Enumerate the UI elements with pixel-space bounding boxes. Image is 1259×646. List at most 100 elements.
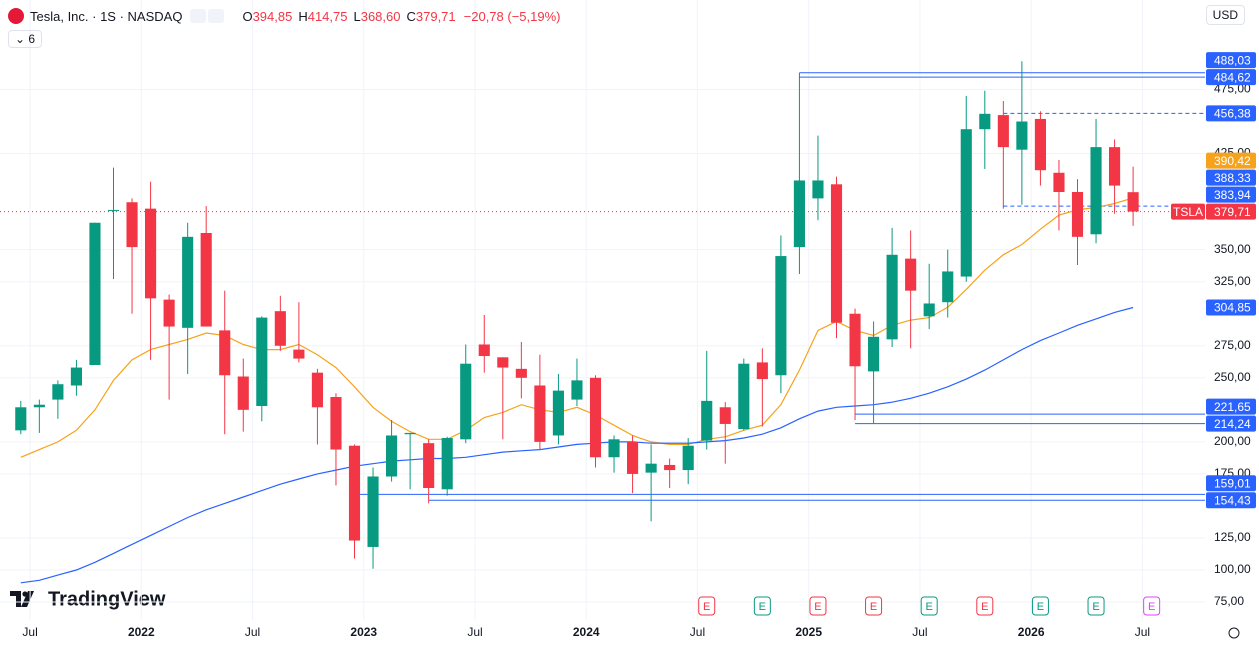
candle-body xyxy=(627,441,639,474)
button[interactable] xyxy=(190,9,207,23)
event-marker[interactable] xyxy=(1143,596,1161,616)
x-tick-label: 2022 xyxy=(128,625,155,639)
count: 6 xyxy=(28,32,36,46)
event-marker[interactable] xyxy=(920,596,938,616)
price-label-box xyxy=(1206,186,1256,203)
candle-body xyxy=(311,372,323,408)
candle-body xyxy=(608,439,620,458)
indicators-toggle: ⌄ 6 xyxy=(8,30,43,48)
candle-body xyxy=(923,303,935,317)
candle-body xyxy=(645,463,657,473)
x-tick-label: Jul xyxy=(22,625,37,639)
indicator-count[interactable]: ⌄ 6 xyxy=(8,30,43,48)
price-label: 390,42 xyxy=(1214,154,1251,168)
x-tick-label: 2026 xyxy=(1018,625,1045,639)
y-tick-label: 350,00 xyxy=(1214,242,1251,256)
event-marker[interactable] xyxy=(753,596,771,616)
candle-body xyxy=(274,311,286,346)
price-label-box xyxy=(1206,415,1256,432)
event-marker[interactable] xyxy=(976,596,994,616)
event-marker[interactable] xyxy=(1031,596,1049,616)
button[interactable] xyxy=(208,9,225,23)
candle-body xyxy=(942,271,954,303)
candle-body xyxy=(293,349,305,359)
candle-body xyxy=(589,377,602,458)
logo-text: TradingView xyxy=(48,588,166,610)
levels xyxy=(0,72,1205,501)
price-label-box xyxy=(1206,69,1256,86)
candle-body xyxy=(1090,147,1102,235)
y-tick-label: 100,00 xyxy=(1214,562,1251,576)
candle-body xyxy=(237,376,249,410)
candle-body xyxy=(960,129,972,277)
candle-body xyxy=(200,232,212,327)
candle-body xyxy=(738,363,750,430)
candle-body xyxy=(1034,118,1046,171)
y-tick-label: 275,00 xyxy=(1214,338,1251,352)
candles xyxy=(15,61,1139,569)
candle-body xyxy=(126,202,138,248)
price-label-box xyxy=(1206,492,1256,509)
candle-body xyxy=(256,317,268,406)
candle-body xyxy=(552,390,564,436)
x-tick-label: Jul xyxy=(245,625,260,639)
price-label-box xyxy=(1206,475,1256,492)
event-marker[interactable] xyxy=(809,596,827,616)
price-label-box xyxy=(1206,398,1256,415)
x-tick-label: Jul xyxy=(467,625,482,639)
candle-body xyxy=(478,344,490,357)
candle-body xyxy=(163,299,175,327)
candle-body xyxy=(348,445,361,541)
candle-body xyxy=(330,397,342,450)
candle-body xyxy=(682,445,694,471)
candle-body xyxy=(52,384,64,400)
event-marker[interactable] xyxy=(865,596,883,616)
event-label: E xyxy=(870,601,877,613)
ohlc-value: 379,71 xyxy=(415,8,456,24)
event-label: E xyxy=(926,601,933,613)
candle-body xyxy=(107,209,120,211)
x-tick-label: Jul xyxy=(1135,625,1150,639)
event-marker[interactable] xyxy=(1087,596,1105,616)
symbol-title[interactable]: Tesla, Inc. · 1S · NASDAQ xyxy=(30,8,183,24)
candle-body xyxy=(979,113,991,130)
price-label: 221,65 xyxy=(1214,400,1251,414)
event-label: E xyxy=(814,601,821,613)
price-label-box xyxy=(1206,169,1256,186)
candle-body xyxy=(849,313,861,367)
candle-body xyxy=(886,254,898,340)
candle-body xyxy=(1071,191,1084,237)
price-label: 214,24 xyxy=(1214,417,1251,431)
candle-body xyxy=(701,400,713,441)
ohlc-key: L xyxy=(353,8,361,24)
change-percent: (−5,19%) xyxy=(507,8,561,24)
ohlc-value: 414,75 xyxy=(307,8,348,24)
candle-body xyxy=(571,380,583,400)
price-label: 456,38 xyxy=(1214,107,1251,121)
ohlc-key: O xyxy=(242,8,253,24)
event-marker[interactable] xyxy=(698,596,716,616)
symbol-label: TSLA xyxy=(1173,205,1203,219)
candle-body xyxy=(515,368,527,378)
candle-body xyxy=(868,336,880,372)
currency[interactable]: USD xyxy=(1205,5,1245,25)
y-tick-label: 325,00 xyxy=(1214,274,1251,288)
event-label: E xyxy=(1037,601,1044,613)
candle-body xyxy=(830,184,843,323)
event-label: E xyxy=(759,601,766,613)
change-value: −20,78 xyxy=(463,8,504,24)
candle-body xyxy=(219,330,231,376)
symbol-box xyxy=(1171,203,1205,220)
ohlc: O394,85 H414,75 L368,60 C379,71 xyxy=(238,9,457,24)
price-label-box xyxy=(1206,299,1256,316)
candle-body xyxy=(386,435,398,477)
price-label: 159,01 xyxy=(1214,476,1251,490)
candle-body xyxy=(719,407,731,424)
header-buttons xyxy=(190,9,226,23)
price-label: 488,03 xyxy=(1214,53,1251,67)
settings-icon[interactable] xyxy=(1228,627,1240,639)
change: −20,78 (−5,19%) xyxy=(464,9,561,24)
candle-body xyxy=(775,256,787,376)
